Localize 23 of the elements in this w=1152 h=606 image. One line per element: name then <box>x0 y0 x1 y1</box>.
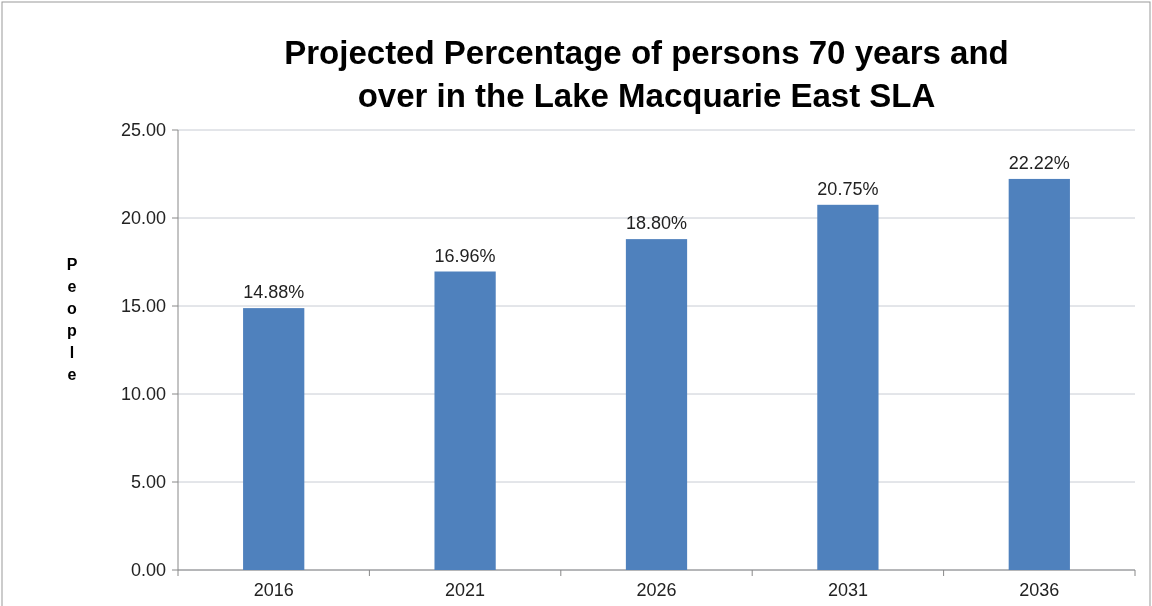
data-label: 14.88% <box>243 282 305 303</box>
bar <box>1008 178 1070 570</box>
y-tick-label: 5.00 <box>130 472 166 493</box>
y-tick-label: 0.00 <box>130 560 166 581</box>
x-tick-label: 2016 <box>253 580 294 600</box>
x-tick-label: 2036 <box>1019 580 1060 600</box>
x-tick-label: 2031 <box>827 580 868 600</box>
y-tick-label: 15.00 <box>120 296 166 317</box>
bar <box>817 204 879 570</box>
x-tick-label: 2021 <box>445 580 486 600</box>
y-tick-label: 25.00 <box>120 120 166 141</box>
y-tick-label: 10.00 <box>120 384 166 405</box>
bar <box>625 239 688 570</box>
y-axis-title: People <box>66 256 78 383</box>
y-tick-label: 20.00 <box>120 208 166 229</box>
bar <box>434 271 496 570</box>
x-tick-label: 2026 <box>636 580 677 600</box>
bar <box>243 308 305 570</box>
data-label: 18.80% <box>625 213 688 234</box>
data-label: 16.96% <box>434 245 496 266</box>
data-label: 20.75% <box>817 178 879 199</box>
data-label: 22.22% <box>1008 152 1070 173</box>
chart-title: Projected Percentage of persons 70 years and over in the Lake Macquarie East SLA <box>284 34 1009 114</box>
